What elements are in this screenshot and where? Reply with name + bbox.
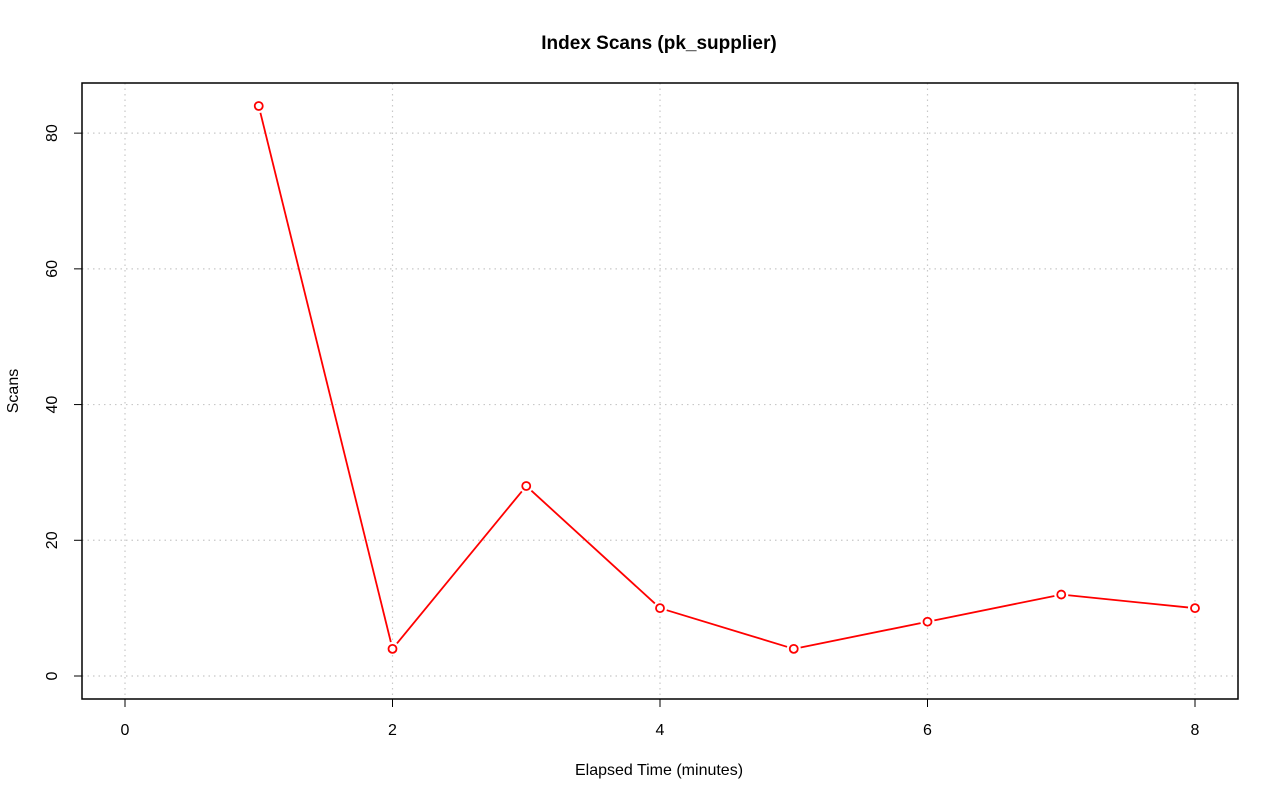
- data-point: [1190, 603, 1200, 614]
- x-axis: 0 2 4 6 8: [121, 699, 1200, 739]
- data-point: [253, 101, 264, 111]
- x-tick-label: 8: [1191, 722, 1200, 739]
- x-tick-label: 6: [923, 722, 932, 739]
- data-point: [788, 643, 799, 654]
- series: [253, 101, 1200, 654]
- x-tick-label: 2: [388, 722, 397, 739]
- y-axis: 0 20 40 60 80: [44, 124, 82, 680]
- y-axis-label: Scans: [5, 369, 22, 413]
- y-tick-label: 80: [44, 124, 61, 142]
- y-tick-label: 0: [44, 671, 61, 680]
- y-tick-label: 60: [44, 260, 61, 278]
- series-line-segment: [396, 490, 523, 645]
- grid: [82, 83, 1238, 699]
- data-point: [521, 481, 532, 491]
- x-tick-label: 4: [656, 722, 665, 739]
- x-tick-label: 0: [121, 722, 130, 739]
- series-line-segment: [800, 622, 921, 649]
- data-point: [922, 616, 933, 627]
- series-line-segment: [666, 609, 788, 648]
- x-axis-label: Elapsed Time (minutes): [575, 762, 743, 779]
- series-line-segment: [530, 490, 656, 605]
- data-point: [1056, 589, 1067, 600]
- y-tick-label: 20: [44, 531, 61, 549]
- data-point: [655, 603, 665, 614]
- series-line-segment: [259, 112, 392, 643]
- series-line-segment: [1068, 594, 1189, 609]
- chart-title: Index Scans (pk_supplier): [541, 33, 776, 54]
- series-line-segment: [934, 595, 1055, 622]
- y-tick-label: 40: [44, 396, 61, 414]
- data-point: [387, 643, 398, 654]
